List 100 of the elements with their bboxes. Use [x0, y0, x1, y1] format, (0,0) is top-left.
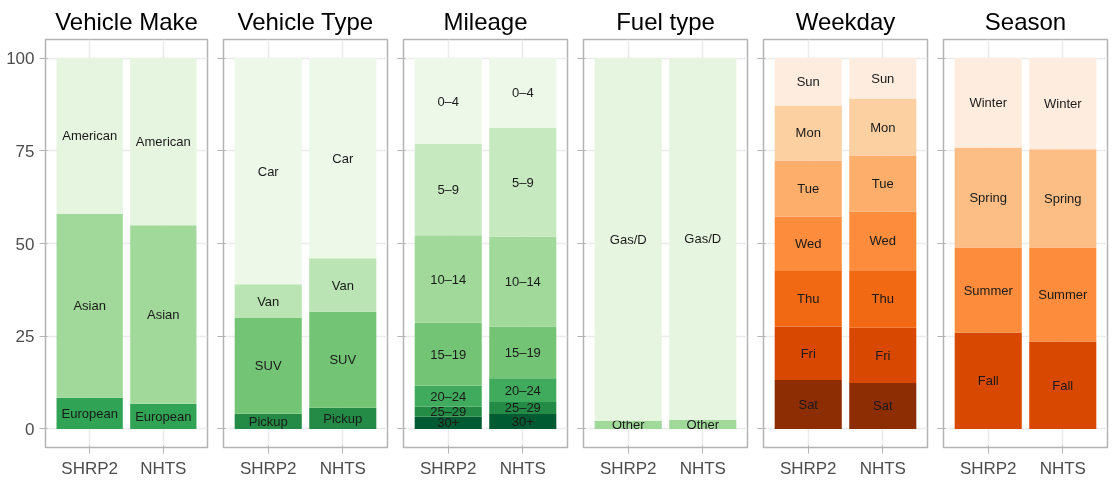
series-label: 0–4: [437, 93, 460, 109]
series-label: Tue: [871, 176, 894, 192]
bar: [489, 127, 557, 237]
bar: [849, 270, 917, 328]
bar: [774, 216, 842, 271]
chart-title: Mileage: [443, 7, 528, 35]
y-tick-label: 25: [15, 327, 35, 347]
text: Sun: [796, 74, 820, 90]
bar: [849, 211, 917, 271]
series-label: Pickup: [248, 413, 288, 429]
bar: [849, 98, 917, 156]
series-label: 15–19: [430, 346, 467, 362]
series-label: 30+: [511, 414, 534, 430]
bar: [1029, 247, 1097, 342]
text: Summer: [1038, 287, 1088, 302]
text: Spring: [1043, 190, 1082, 206]
text: SUV: [329, 352, 357, 368]
series-label: Mon: [795, 125, 821, 141]
bar: [489, 236, 557, 327]
text: Mon: [870, 119, 896, 135]
bar: [1029, 149, 1097, 248]
bar: [954, 332, 1022, 429]
text: American: [62, 128, 118, 144]
series-label: 5–9: [437, 182, 460, 198]
x-tick-label: SHRP2: [61, 458, 119, 478]
x-tick-label: NHTS: [1039, 458, 1086, 478]
series-label: Asian: [147, 307, 180, 323]
bar: [1029, 58, 1097, 150]
series-label: Sat: [873, 398, 893, 414]
bar: [954, 147, 1022, 248]
chart-title: Weekday: [795, 7, 896, 35]
series-label: Summer: [963, 282, 1014, 298]
text: 10–14: [504, 274, 541, 290]
bar: [309, 258, 377, 312]
bar: [489, 378, 557, 402]
text: European: [61, 405, 118, 421]
bar: [849, 382, 917, 429]
bar: [774, 326, 842, 380]
bar: [774, 105, 842, 161]
bar: [414, 235, 482, 323]
chart-title: Vehicle Make: [55, 7, 198, 35]
text: 15–19: [504, 344, 541, 360]
bar: [849, 327, 917, 383]
series-label: Car: [257, 163, 280, 179]
text: Asian: [73, 298, 106, 314]
bar: [1029, 341, 1097, 429]
series-label: Fall: [977, 373, 999, 389]
bar: [849, 155, 917, 212]
series-label: 20–24: [430, 388, 467, 404]
y-tick-label: 100: [6, 49, 35, 69]
text: Fri: [875, 347, 891, 363]
text: Van: [331, 277, 354, 293]
bar: [414, 144, 482, 236]
bar: [489, 414, 557, 429]
bar: [774, 379, 842, 429]
x-tick-label: NHTS: [499, 458, 546, 478]
text: Pickup: [323, 410, 363, 426]
bar: [774, 58, 842, 106]
series-label: 10–14: [430, 271, 467, 287]
x-tick-label: NHTS: [859, 458, 906, 478]
y-tick-label: 0: [25, 419, 35, 439]
series-label: American: [135, 134, 191, 150]
x-tick-label: SHRP2: [419, 458, 477, 478]
text: Wed: [869, 233, 897, 249]
bar: [414, 322, 482, 386]
text: 20–24: [504, 382, 541, 398]
bar: [414, 58, 482, 145]
bar: [234, 318, 302, 414]
bar: [309, 58, 377, 259]
series-label: SUV: [254, 358, 282, 374]
x-tick-label: SHRP2: [779, 458, 837, 478]
x-tick-label: NHTS: [679, 458, 726, 478]
bar: [489, 58, 557, 128]
bar: [954, 247, 1022, 333]
bar: [774, 160, 842, 217]
series-label: Spring: [969, 190, 1008, 206]
series-label: Fri: [800, 345, 816, 361]
bar: [849, 58, 917, 99]
series-label: Thu: [797, 291, 820, 307]
text: Thu: [871, 291, 894, 307]
x-tick-label: SHRP2: [239, 458, 297, 478]
text: Car: [332, 150, 354, 166]
bar: [954, 58, 1022, 148]
x-tick-label: SHRP2: [959, 458, 1017, 478]
chart-title: Fuel type: [616, 7, 715, 35]
bar: [774, 270, 842, 327]
series-label: 25–29: [504, 400, 541, 416]
text: 5–9: [511, 174, 534, 190]
series-label: Van: [257, 293, 280, 309]
x-tick-label: NHTS: [140, 458, 187, 478]
text: 30+: [437, 415, 460, 431]
chart-title: Vehicle Type: [237, 7, 374, 35]
x-tick-label: SHRP2: [599, 458, 657, 478]
series-label: Wed: [794, 236, 822, 252]
series-label: Sun: [871, 70, 895, 86]
chart-title: Season: [984, 7, 1067, 35]
x-tick-label: NHTS: [319, 458, 366, 478]
series-label: Gas/D: [609, 231, 647, 247]
series-label: Winter: [969, 95, 1008, 111]
text: Gas/D: [684, 231, 722, 247]
